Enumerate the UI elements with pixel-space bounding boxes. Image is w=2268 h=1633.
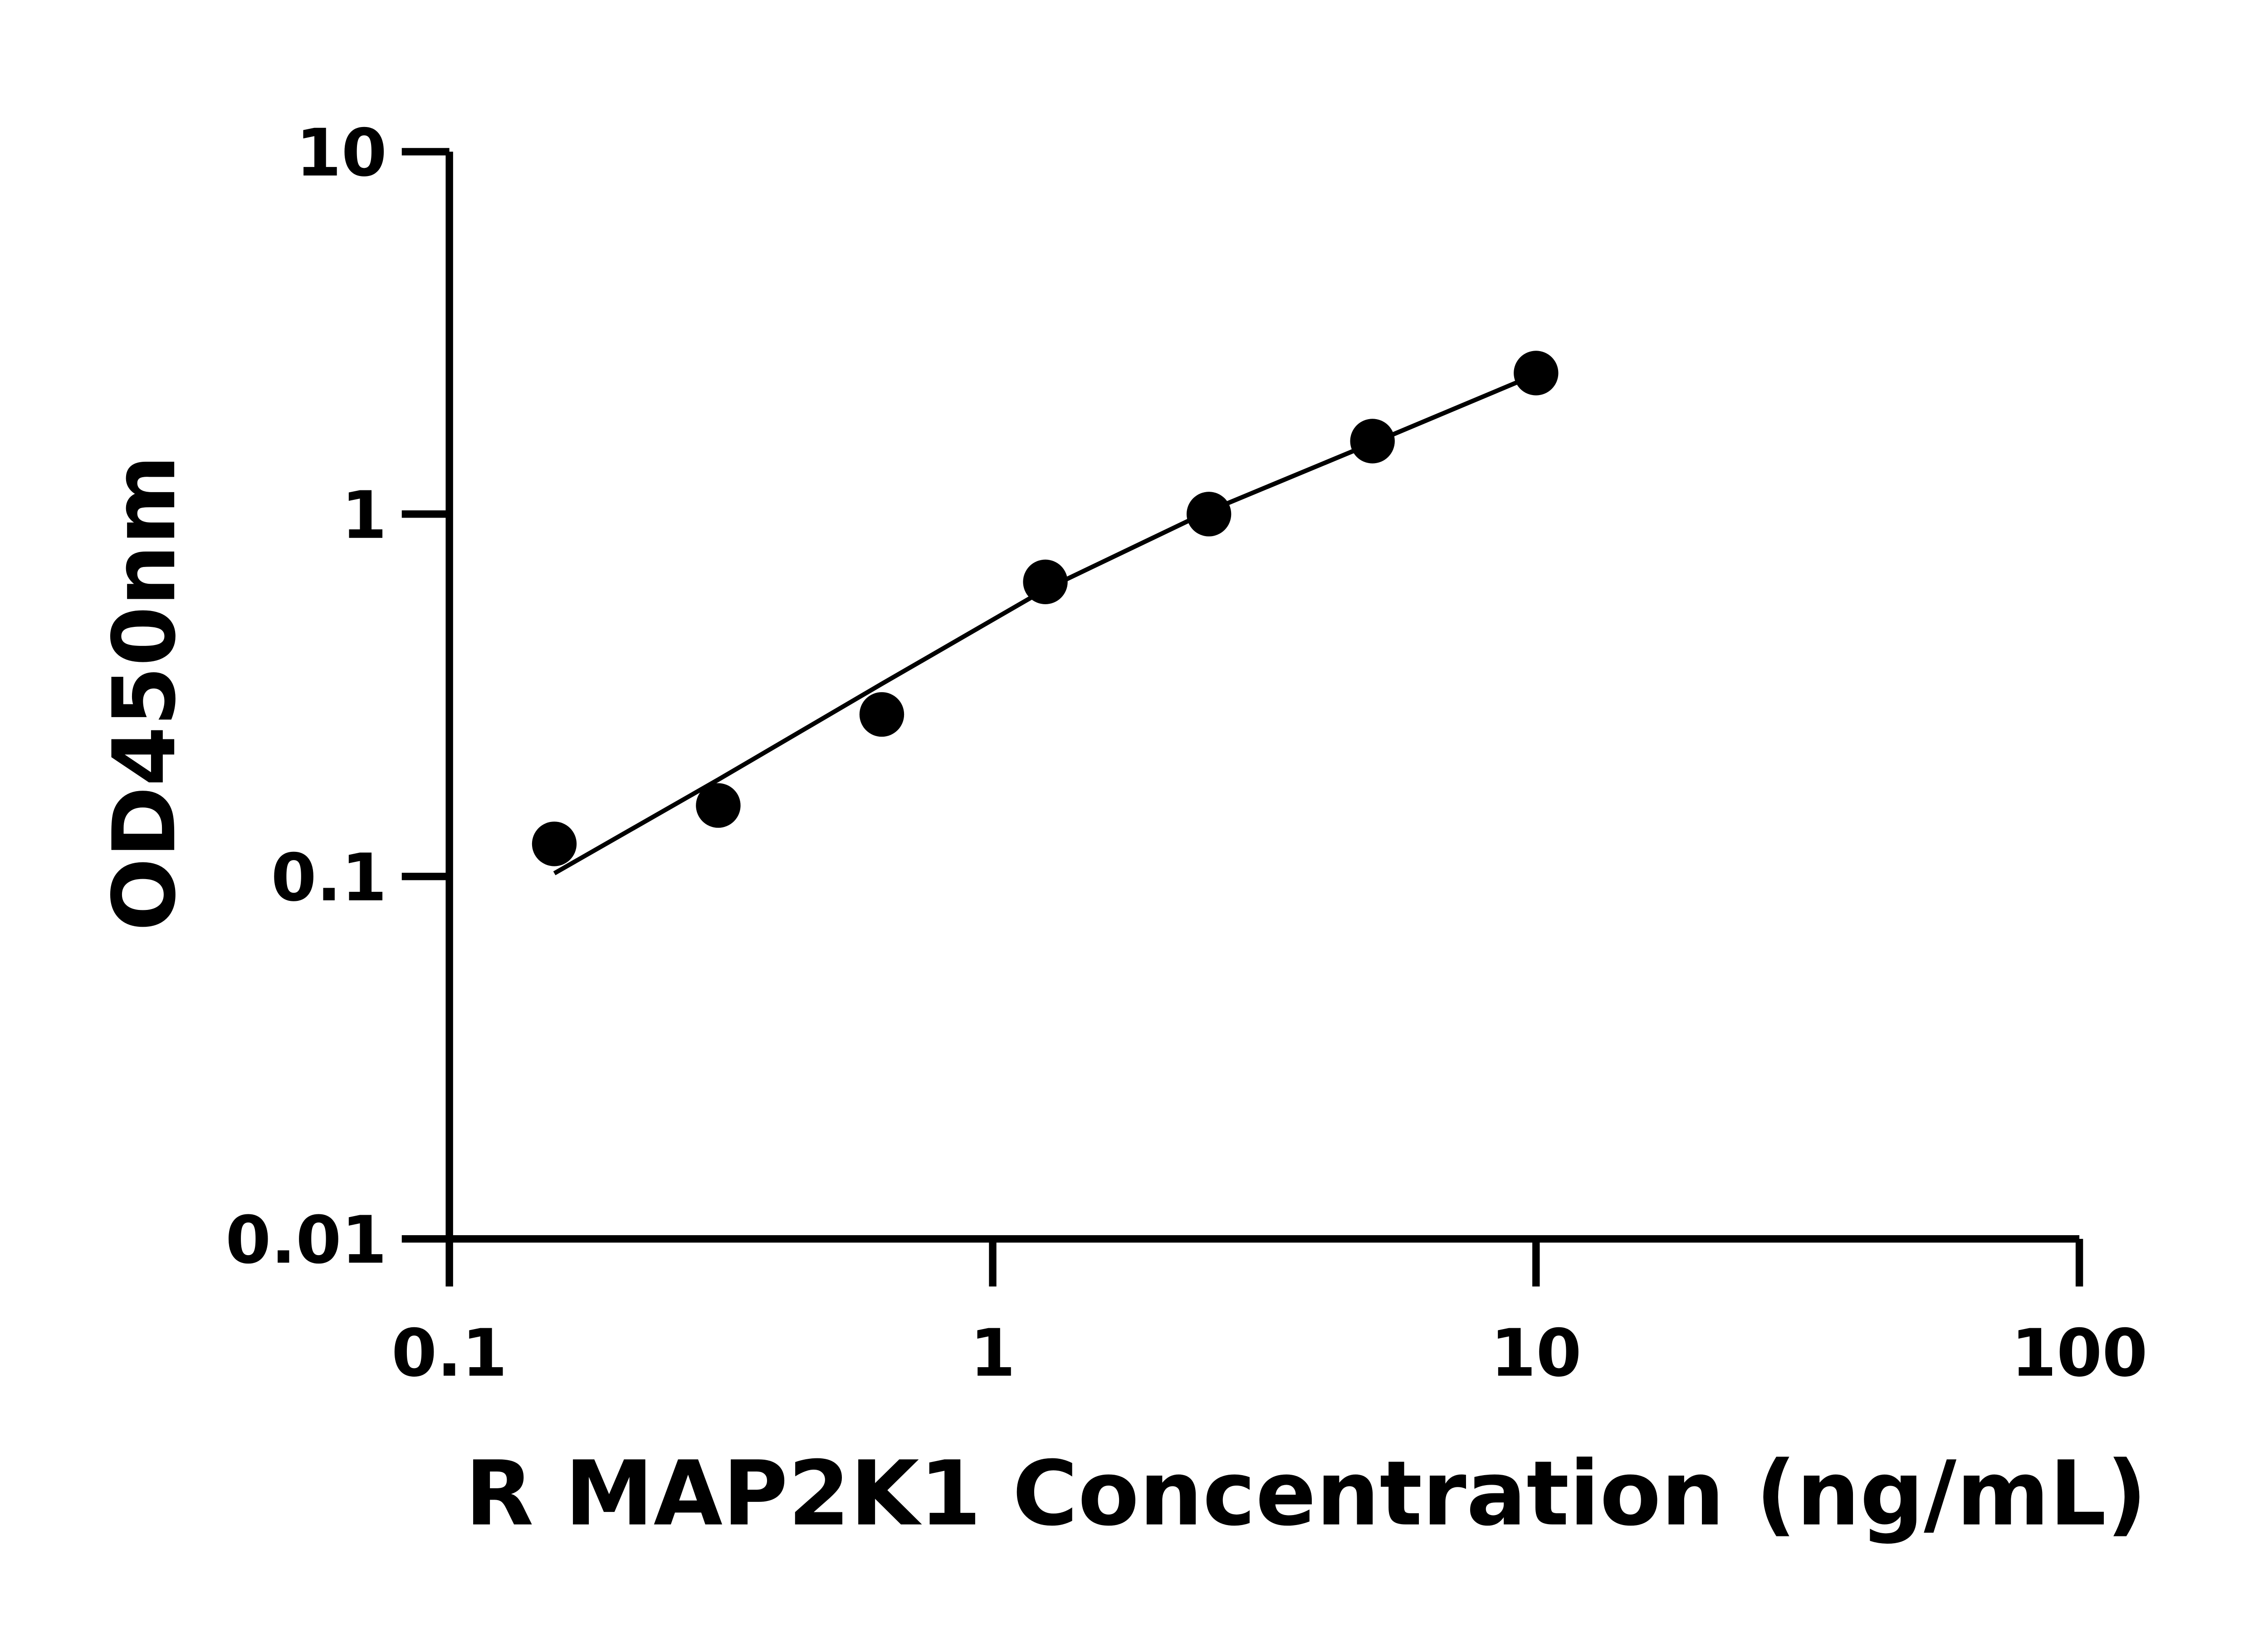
- y-tick-label: 0.1: [271, 840, 387, 916]
- data-point: [1023, 559, 1068, 604]
- x-tick-label: 1: [970, 1315, 1015, 1392]
- y-tick-label: 0.01: [225, 1203, 387, 1279]
- x-axis-label: R MAP2K1 Concentration (ng/mL): [465, 1442, 2147, 1546]
- x-tick-label: 10: [1491, 1315, 1582, 1392]
- data-points: [532, 351, 1559, 866]
- y-tick-label: 1: [342, 478, 387, 554]
- data-point: [532, 821, 577, 866]
- axes: [401, 148, 2083, 1287]
- x-tick-label: 100: [2011, 1315, 2148, 1392]
- data-point: [859, 692, 904, 737]
- x-tick-label: 0.1: [391, 1315, 508, 1392]
- y-tick-label: 10: [296, 115, 387, 191]
- data-point: [1186, 492, 1232, 537]
- data-point: [1350, 419, 1395, 464]
- data-point: [696, 783, 741, 828]
- data-point: [1514, 351, 1559, 396]
- y-axis-label: OD450nm: [94, 455, 195, 931]
